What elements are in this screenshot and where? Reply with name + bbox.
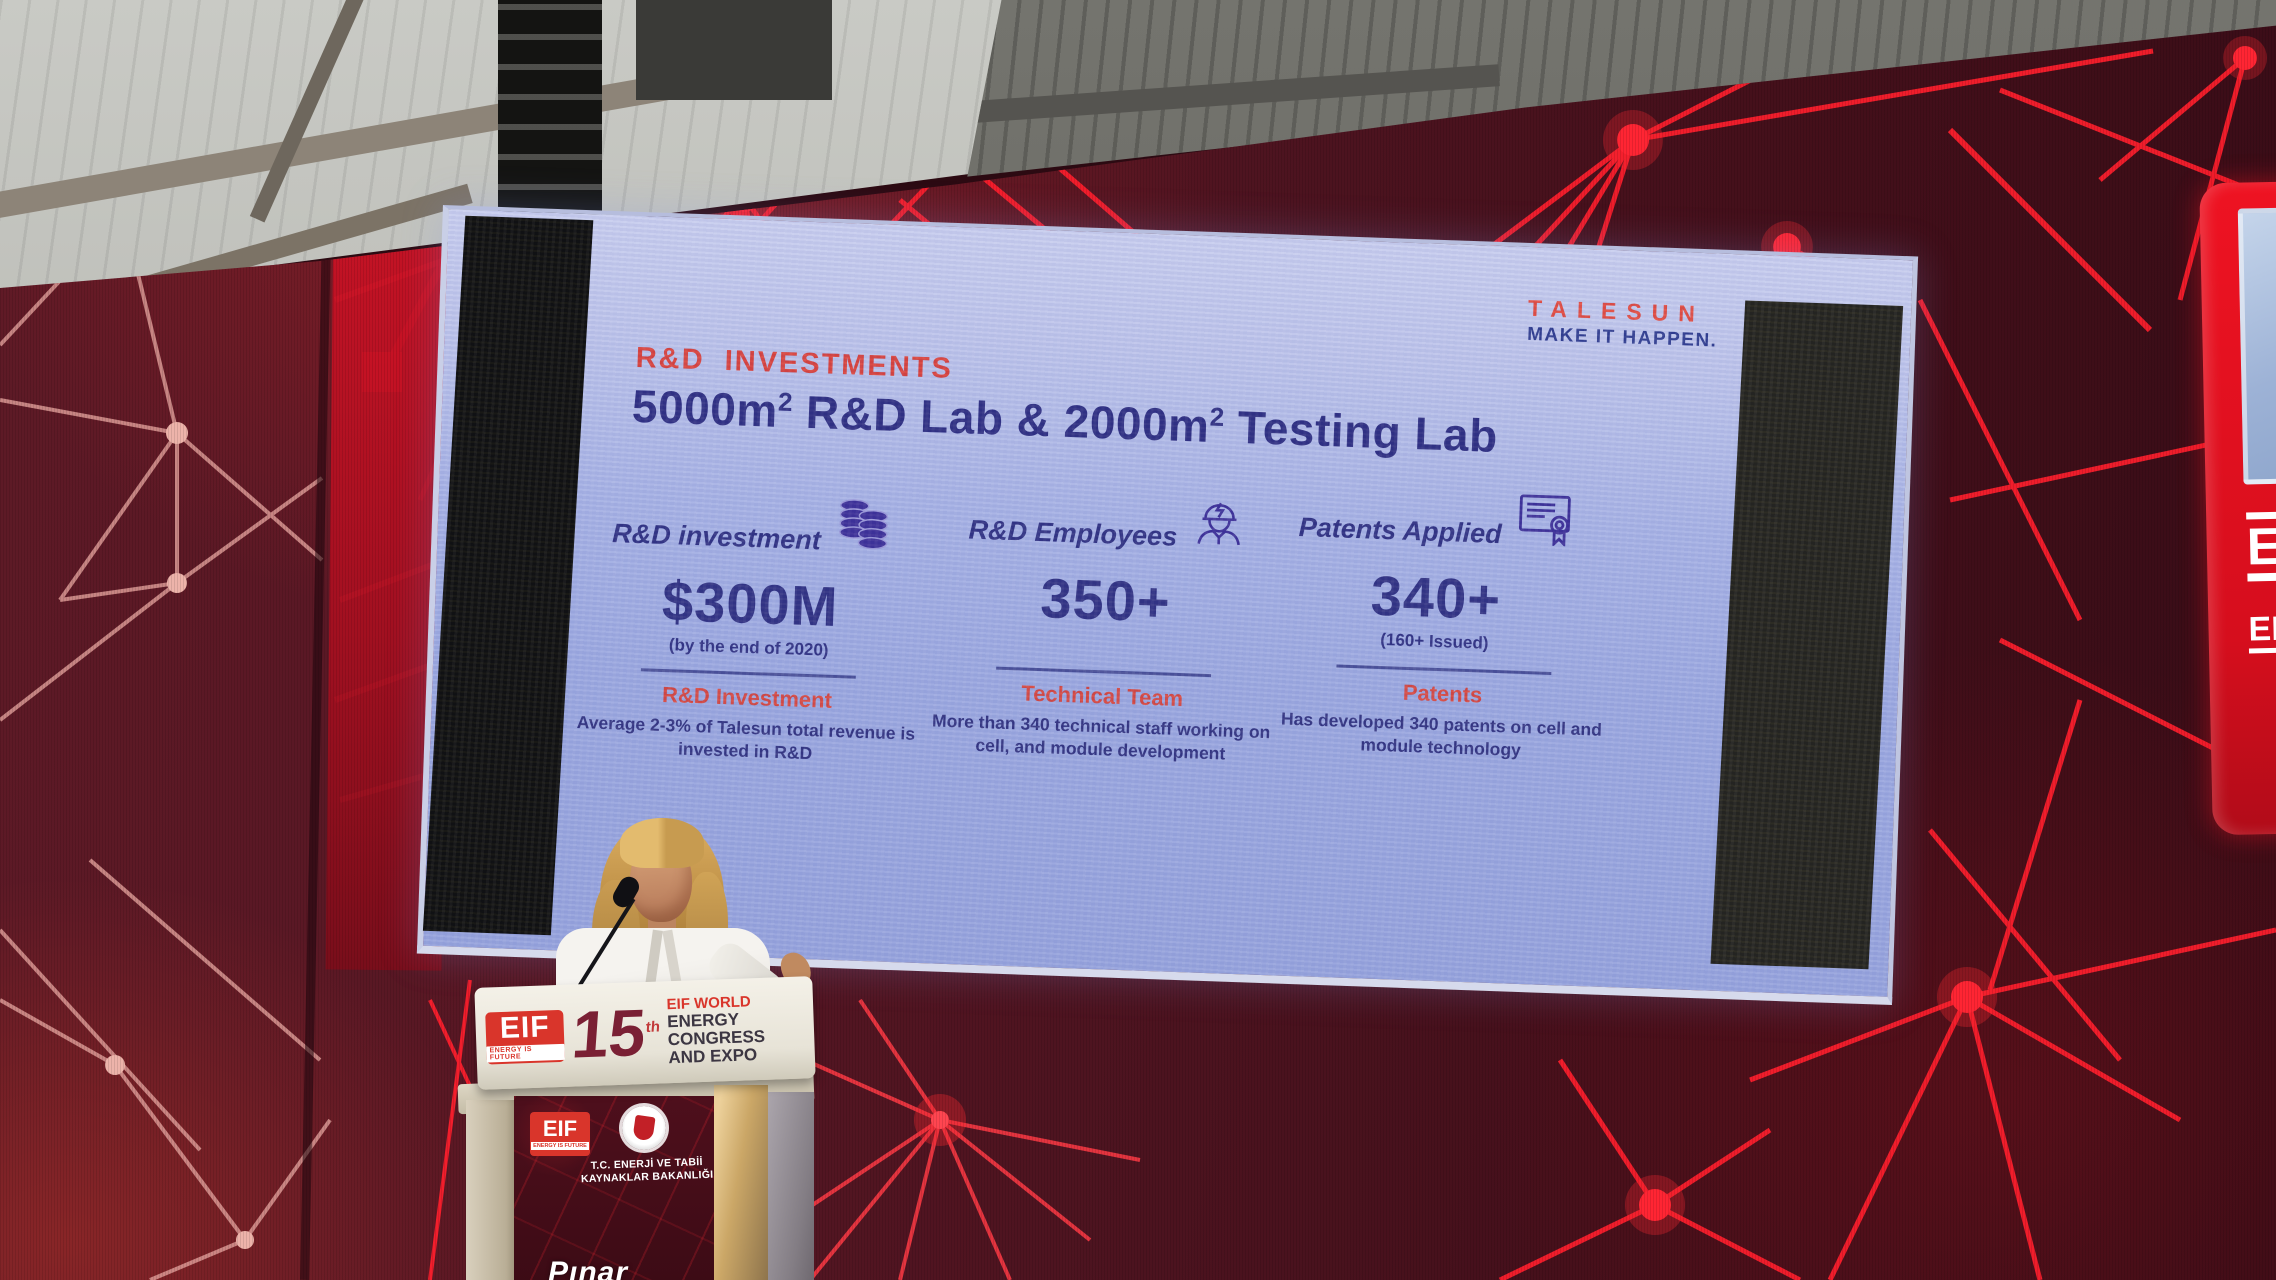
detail-technical-team: Technical Team More than 340 technical s… [930,664,1273,766]
podium-frame-left [466,1100,516,1280]
slide-kicker: R&D INVESTMENTS [635,341,954,385]
detail-heading: Technical Team [1020,680,1184,712]
certificate-icon [1515,489,1579,552]
slide-title: 5000m2 R&D Lab & 2000m2 Testing Lab [631,379,1499,462]
podium-gray-pillar [768,1092,814,1280]
brand-tagline: MAKE IT HAPPEN. [1526,323,1718,352]
coins-icon [834,495,894,558]
brand-name: TALESUN [1527,294,1706,328]
screen-black-bar-right [1710,300,1904,970]
congress-title: EIF WORLD ENERGY CONGRESS AND EXPO [666,993,766,1067]
totem-screen [2237,206,2276,485]
detail-text: More than 340 technical staff working on… [931,710,1271,764]
stat-label: Patents Applied [1298,512,1503,550]
side-totem-sign: EN ENE [2199,180,2276,836]
ministry-emblem [622,1106,666,1150]
podium-front-panel: EIF ENERGY IS FUTURE T.C. ENERJİ VE TABİ… [514,1096,714,1280]
stat-patents-applied: Patents Applied 340+ (160+ Issued) [1269,494,1604,657]
detail-text: Has developed 340 patents on cell and mo… [1280,708,1603,760]
stat-value: 350+ [1039,566,1172,634]
edition-number: 15th [569,995,661,1072]
stat-rd-employees: R&D Employees 350+ [940,499,1274,640]
detail-heading: Patents [1402,679,1483,708]
detail-rd-investment: R&D Investment Average 2-3% of Talesun t… [575,666,918,768]
ceiling-beam [249,0,367,223]
stat-label: R&D Employees [968,514,1178,552]
ceiling-opening [636,0,832,100]
detail-heading: R&D Investment [661,681,833,713]
speaker-hair [620,818,704,868]
detail-text: Average 2-3% of Talesun total revenue is… [576,711,916,763]
eif-logo: EIF ENERGY IS FUTURE [530,1112,590,1156]
screen-black-bar-left [422,215,594,936]
stat-value: $300M [661,568,840,639]
eif-logo: EIF ENERGY IS FUTURE [485,1009,565,1065]
divider [640,668,856,679]
podium-top-sign: EIF ENERGY IS FUTURE 15th EIF WORLD ENER… [474,976,816,1090]
totem-text-line2: ENE [2248,609,2276,654]
projection-screen: TALESUN MAKE IT HAPPEN. R&D INVESTMENTS … [416,205,1919,1006]
podium-gold-pillar [714,1085,768,1280]
divider [995,666,1211,678]
wall-seam [300,140,333,1280]
speaker-name-sign: Pınar ESER [548,1256,629,1280]
talesun-logo: TALESUN MAKE IT HAPPEN. [1527,295,1719,353]
stat-rd-investment: R&D investment $300M (by the end of 2020… [583,499,918,663]
detail-patents: Patents Has developed 340 patents on cel… [1270,662,1613,764]
totem-text-line1: EN [2246,510,2276,582]
engineer-icon [1191,491,1249,554]
stat-label: R&D investment [611,518,822,556]
divider [1335,664,1551,675]
ministry-text: T.C. ENERJİ VE TABİİ KAYNAKLAR BAKANLIĞI [580,1156,714,1186]
stat-value: 340+ [1369,563,1503,632]
